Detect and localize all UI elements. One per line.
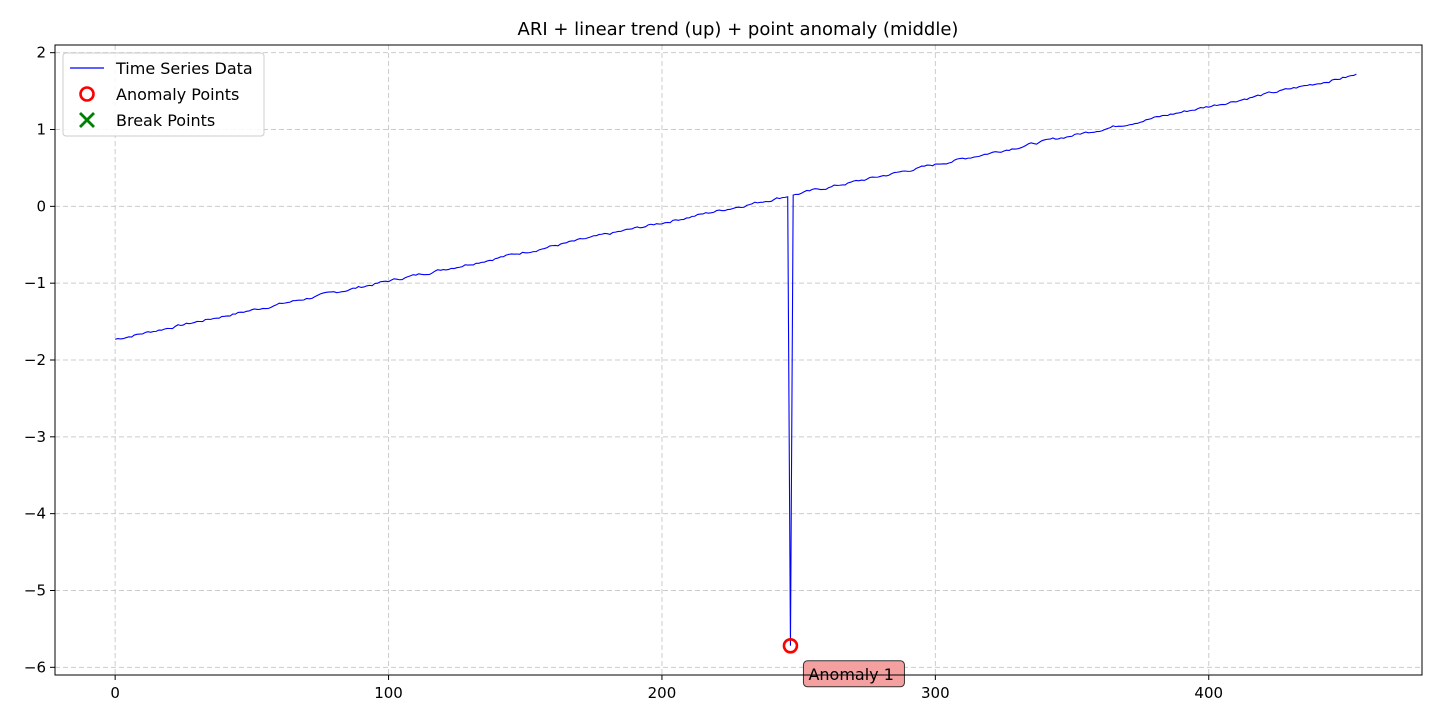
grid-layer	[55, 45, 1422, 675]
y-tick-label: −3	[24, 428, 46, 446]
x-tick-label: 100	[374, 684, 403, 702]
y-tick-label: 1	[36, 121, 46, 139]
y-tick-label: −5	[24, 581, 46, 599]
annotation-box	[802, 660, 905, 688]
y-tick-label: −6	[24, 658, 46, 676]
y-tick-label: 2	[36, 44, 46, 62]
legend: Time Series Data Anomaly Points Break Poin…	[62, 52, 265, 137]
y-tick-label: −1	[24, 274, 46, 292]
axes-layer: 0 100 200 300 400 2 1 0 −1 −2 −3 −4 −5 −6	[24, 44, 1423, 702]
annotation-label: Anomaly 1	[808, 665, 893, 684]
y-tick-label: 0	[36, 197, 46, 215]
legend-x-icon	[79, 112, 95, 128]
series-line	[115, 73, 1357, 646]
x-tick-label: 300	[921, 684, 950, 702]
legend-label: Time Series Data	[115, 59, 253, 78]
chart-title: ARI + linear trend (up) + point anomaly …	[518, 19, 959, 40]
legend-label: Break Points	[116, 111, 215, 130]
data-layer: Anomaly 1	[115, 73, 1357, 688]
y-tick-label: −4	[24, 505, 46, 523]
legend-box	[62, 52, 265, 137]
x-tick-label: 200	[648, 684, 677, 702]
legend-circle-icon	[79, 86, 95, 102]
legend-label: Anomaly Points	[116, 85, 239, 104]
anomaly-marker	[782, 638, 799, 654]
y-tick-label: −2	[24, 351, 46, 369]
x-tick-label: 0	[110, 684, 120, 702]
anomaly-annotation: Anomaly 1	[802, 660, 905, 688]
x-tick-label: 400	[1194, 684, 1223, 702]
